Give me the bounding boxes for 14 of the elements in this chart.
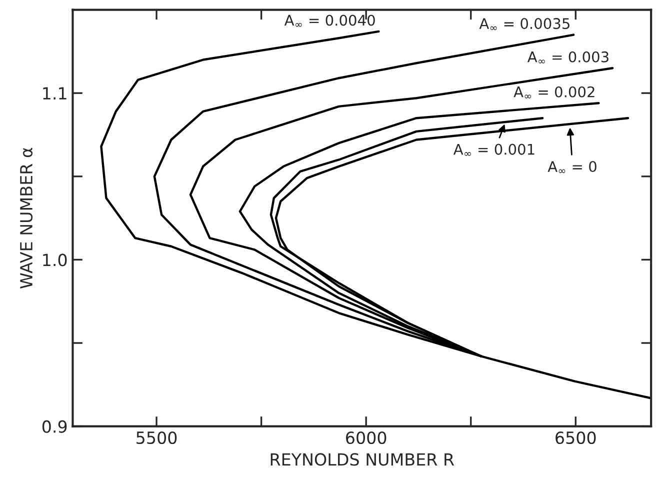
- annotation: A$_{∞}$ = 0.0035: [479, 18, 570, 30]
- annotation: A$_{∞}$ = 0: [548, 161, 596, 174]
- x-axis-title: REYNOLDS NUMBER R: [270, 453, 454, 466]
- y-tick-label: 1.1: [43, 87, 66, 100]
- annotation: A$_{∞}$ = 0.003: [527, 51, 608, 64]
- y-tick-label: 0.9: [42, 420, 67, 433]
- annotation: A$_{∞}$ = 0.001: [453, 144, 534, 156]
- x-tick-label: 6500: [556, 431, 596, 444]
- y-tick-label: 1.0: [43, 254, 67, 266]
- y-axis-title: WAVE NUMBER α: [20, 148, 33, 288]
- x-tick-label: 6000: [346, 431, 386, 444]
- annotation: A$_{∞}$ = 0.002: [514, 86, 594, 98]
- x-tick-label: 5500: [136, 431, 177, 444]
- annotation: A$_{∞}$ = 0.0040: [284, 14, 375, 27]
